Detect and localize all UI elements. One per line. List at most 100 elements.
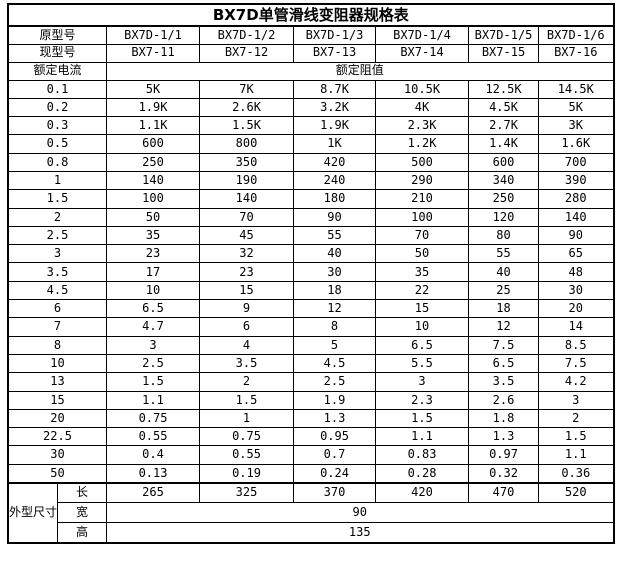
resistance-cell: 0.55 — [199, 445, 295, 465]
resistance-cell: 6.5 — [375, 335, 470, 355]
width-value: 90 — [106, 502, 615, 524]
resistance-cell: 8.7K — [293, 79, 377, 99]
resistance-cell: 50 — [375, 244, 470, 264]
spec-row: 3.5 17 23 30 35 40 48 — [7, 262, 615, 282]
resistance-cell: 48 — [538, 262, 615, 282]
current-cell: 13 — [7, 372, 108, 392]
current-cell: 50 — [7, 463, 108, 484]
resistance-cell: 3 — [538, 390, 615, 410]
spec-row: 50 0.13 0.19 0.24 0.28 0.32 0.36 — [7, 463, 615, 484]
spec-row: 6 6.5 9 12 15 18 20 — [7, 299, 615, 319]
resistance-cell: 420 — [293, 152, 377, 172]
old-model-cell: BX7D-1/3 — [293, 25, 377, 45]
spec-row: 2.5 35 45 55 70 80 90 — [7, 225, 615, 246]
new-model-cell: BX7-11 — [106, 43, 201, 63]
spec-row: 1 140 190 240 290 340 390 — [7, 170, 615, 191]
resistance-cell: 1.9 — [293, 390, 377, 410]
resistance-cell: 2.5 — [293, 372, 377, 392]
current-cell: 4.5 — [7, 280, 108, 301]
dimensions-label: 外型尺寸 — [7, 481, 59, 544]
resistance-cell: 70 — [375, 225, 470, 246]
resistance-cell: 1.8 — [468, 408, 540, 429]
resistance-cell: 1.5 — [106, 372, 201, 392]
resistance-cell: 190 — [199, 170, 295, 191]
spec-table: BX7D单管滑线变阻器规格表 原型号 BX7D-1/1 BX7D-1/2 BX7D-… — [7, 3, 615, 544]
table-title: BX7D单管滑线变阻器规格表 — [7, 3, 615, 27]
resistance-cell: 1.1 — [106, 390, 201, 410]
resistance-cell: 4.7 — [106, 317, 201, 337]
resistance-cell: 2.3K — [375, 116, 470, 136]
resistance-cell: 50 — [106, 207, 201, 227]
resistance-cell: 2.7K — [468, 116, 540, 136]
resistance-cell: 23 — [199, 262, 295, 282]
spec-row: 3 23 32 40 50 55 65 — [7, 244, 615, 264]
resistance-cell: 90 — [293, 207, 377, 227]
resistance-cell: 100 — [375, 207, 470, 227]
length-cell: 420 — [375, 481, 470, 504]
spec-row: 0.2 1.9K 2.6K 3.2K 4K 4.5K 5K — [7, 97, 615, 118]
resistance-cell: 6 — [199, 317, 295, 337]
resistance-cell: 250 — [106, 152, 201, 172]
spec-row: 0.8 250 350 420 500 600 700 — [7, 152, 615, 172]
length-cell: 370 — [293, 481, 377, 504]
resistance-cell: 45 — [199, 225, 295, 246]
old-model-cell: BX7D-1/6 — [538, 25, 615, 45]
resistance-cell: 250 — [468, 189, 540, 209]
resistance-cell: 4.2 — [538, 372, 615, 392]
resistance-cell: 20 — [538, 299, 615, 319]
spec-row: 1.5 100 140 180 210 250 280 — [7, 189, 615, 209]
resistance-cell: 0.7 — [293, 445, 377, 465]
resistance-cell: 0.4 — [106, 445, 201, 465]
spec-row: 0.1 5K 7K 8.7K 10.5K 12.5K 14.5K — [7, 79, 615, 99]
resistance-cell: 390 — [538, 170, 615, 191]
resistance-cell: 4K — [375, 97, 470, 118]
length-cell: 325 — [199, 481, 295, 504]
resistance-cell: 100 — [106, 189, 201, 209]
current-cell: 3 — [7, 244, 108, 264]
current-cell: 0.2 — [7, 97, 108, 118]
new-model-cell: BX7-12 — [199, 43, 295, 63]
resistance-cell: 3 — [375, 372, 470, 392]
spec-row: 4.5 10 15 18 22 25 30 — [7, 280, 615, 301]
current-cell: 0.5 — [7, 134, 108, 154]
dimensions-width-row: 宽 90 — [8, 502, 615, 524]
new-model-cell: BX7-14 — [375, 43, 470, 63]
resistance-cell: 700 — [538, 152, 615, 172]
resistance-cell: 0.28 — [375, 463, 470, 484]
resistance-cell: 8.5 — [538, 335, 615, 355]
current-cell: 1.5 — [7, 189, 108, 209]
new-model-cell: BX7-15 — [468, 43, 540, 63]
resistance-cell: 1.5 — [375, 408, 470, 429]
resistance-cell: 6.5 — [468, 353, 540, 374]
resistance-cell: 40 — [293, 244, 377, 264]
resistance-cell: 600 — [106, 134, 201, 154]
resistance-cell: 0.83 — [375, 445, 470, 465]
current-cell: 22.5 — [7, 427, 108, 447]
resistance-cell: 3K — [538, 116, 615, 136]
resistance-cell: 140 — [199, 189, 295, 209]
spec-row: 7 4.7 6 8 10 12 14 — [7, 317, 615, 337]
resistance-cell: 1.1 — [375, 427, 470, 447]
resistance-cell: 3.5 — [468, 372, 540, 392]
spec-row: 0.5 600 800 1K 1.2K 1.4K 1.6K — [7, 134, 615, 154]
resistance-cell: 25 — [468, 280, 540, 301]
resistance-cell: 40 — [468, 262, 540, 282]
resistance-cell: 120 — [468, 207, 540, 227]
width-label: 宽 — [57, 502, 108, 524]
resistance-cell: 10 — [106, 280, 201, 301]
resistance-cell: 1.6K — [538, 134, 615, 154]
resistance-cell: 0.24 — [293, 463, 377, 484]
resistance-cell: 240 — [293, 170, 377, 191]
resistance-cell: 7.5 — [468, 335, 540, 355]
length-cell: 470 — [468, 481, 540, 504]
spec-row: 8 3 4 5 6.5 7.5 8.5 — [7, 335, 615, 355]
spec-row: 30 0.4 0.55 0.7 0.83 0.97 1.1 — [7, 445, 615, 465]
resistance-cell: 1.3 — [293, 408, 377, 429]
resistance-cell: 0.55 — [106, 427, 201, 447]
resistance-cell: 4 — [199, 335, 295, 355]
resistance-cell: 10 — [375, 317, 470, 337]
resistance-cell: 1.5 — [538, 427, 615, 447]
resistance-cell: 0.13 — [106, 463, 201, 484]
resistance-cell: 3 — [106, 335, 201, 355]
resistance-cell: 1.5K — [199, 116, 295, 136]
